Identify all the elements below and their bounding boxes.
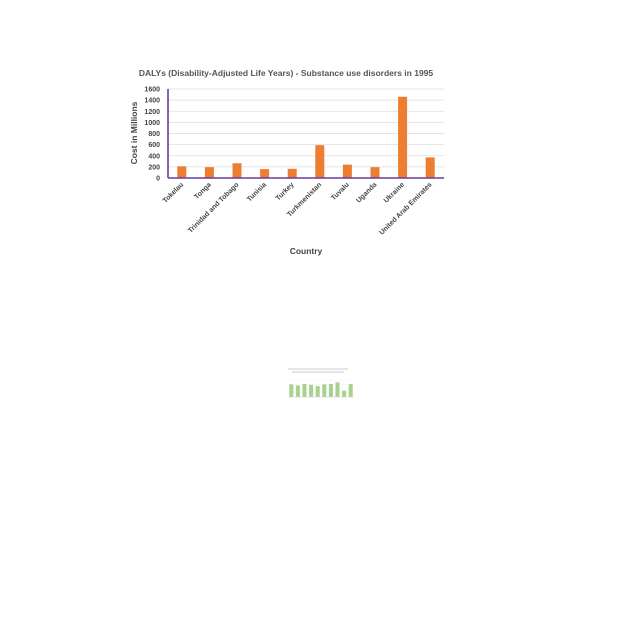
thumbnail-bar (342, 390, 347, 397)
thumbnail-bar (289, 384, 294, 397)
x-tick-label: Trinidad and Tobago (187, 181, 240, 234)
thumbnail-bar (309, 384, 314, 397)
y-tick-label: 1200 (144, 109, 160, 116)
bar (260, 169, 270, 178)
bars (177, 96, 435, 178)
x-tick-label: Tunisia (246, 181, 268, 203)
bar (287, 168, 297, 178)
bar (204, 167, 214, 178)
x-tick-label: Ukraine (383, 181, 406, 204)
thumbnail-bar (302, 383, 307, 397)
bar (370, 167, 380, 178)
y-tick-label: 1000 (144, 120, 160, 127)
thumbnail-bar (335, 382, 340, 397)
y-tick-label: 800 (148, 131, 160, 138)
thumbnail-bar-chart (288, 368, 354, 398)
thumbnail-bar (348, 383, 353, 397)
x-tick-label: United Arab Emirates (379, 181, 434, 236)
y-tick-label: 0 (156, 176, 160, 183)
bar (232, 163, 242, 178)
y-tick-label: 600 (148, 142, 160, 149)
thumbnail-title-placeholder (288, 368, 348, 373)
thumbnail-bar (322, 384, 327, 397)
y-axis-label: Cost in Millions (129, 101, 139, 164)
chart-title: DALYs (Disability-Adjusted Life Years) -… (139, 68, 434, 78)
x-axis-label: Country (290, 246, 323, 256)
y-tick-label: 200 (148, 164, 160, 171)
grid-lines (168, 88, 444, 168)
bar (398, 96, 408, 178)
y-tick-label: 1400 (144, 98, 160, 105)
main-bar-chart: DALYs (Disability-Adjusted Life Years) -… (129, 68, 444, 256)
x-tick-label: Tonga (193, 181, 213, 201)
x-tick-label: Tokelau (162, 181, 185, 204)
bar (177, 166, 187, 178)
thumbnail-bars (289, 382, 353, 397)
x-tick-label: Tuvalu (330, 181, 351, 202)
thumbnail-bar (315, 386, 320, 397)
y-tick-labels: 0 200 400 600 800 1000 1200 1400 1600 (144, 87, 160, 183)
thumbnail-bar (328, 383, 333, 397)
x-tick-label: Turkey (275, 181, 296, 202)
y-tick-label: 1600 (144, 87, 160, 94)
bar (315, 145, 325, 178)
y-tick-label: 400 (148, 153, 160, 160)
bar (342, 164, 352, 178)
thumbnail-bar (295, 385, 300, 397)
bar (425, 157, 435, 178)
x-tick-label: Uganda (355, 181, 378, 204)
